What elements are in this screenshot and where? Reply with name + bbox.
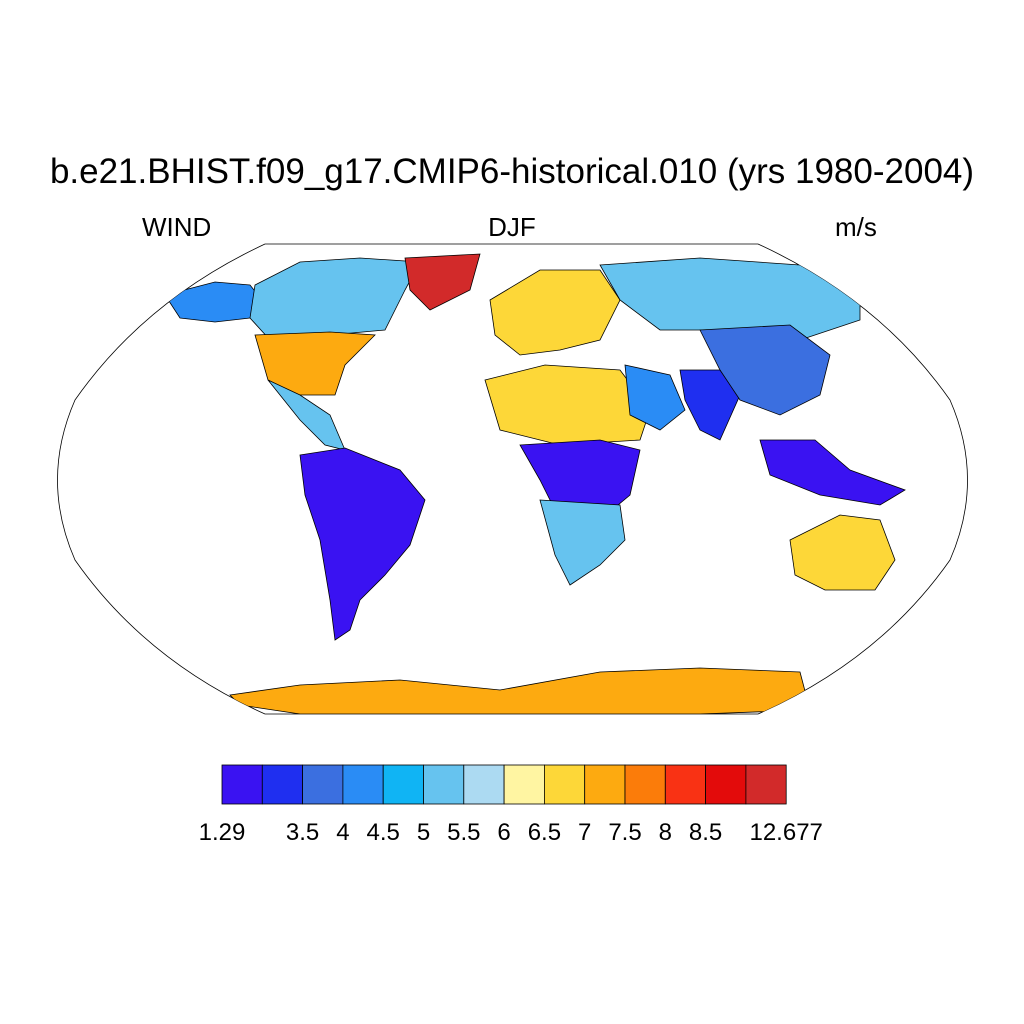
colorbar-tick-label: 12.677	[749, 819, 822, 846]
land-canada	[249, 257, 421, 341]
colorbar-box	[261, 764, 303, 805]
land-china	[699, 324, 831, 416]
colorbar-tick-label: 4	[336, 819, 349, 846]
colorbar-tick-label: 8.5	[689, 819, 722, 846]
colorbar-box	[624, 764, 666, 805]
land-arabia	[624, 364, 686, 431]
land-southern-africa	[539, 499, 626, 586]
colorbar-tick-label: 4.5	[367, 819, 400, 846]
colorbar-box	[705, 764, 747, 805]
colorbar-tick-label: 7	[578, 819, 591, 846]
land-europe	[489, 269, 621, 356]
land-antarctica	[229, 667, 811, 714]
colorbar-box	[544, 764, 586, 805]
colorbar-box	[584, 764, 626, 805]
colorbar-tick-label: 3.5	[286, 819, 319, 846]
chart-title: b.e21.BHIST.f09_g17.CMIP6-historical.010…	[49, 152, 975, 191]
colorbar-box	[302, 764, 344, 805]
units-label: m/s	[835, 212, 877, 242]
variable-label: WIND	[142, 212, 212, 242]
colorbar-box	[503, 764, 545, 805]
colorbar-box	[745, 764, 787, 805]
colorbar-tick-label: 1.29	[199, 819, 246, 846]
land-south-america	[299, 447, 426, 641]
colorbar-box	[221, 764, 263, 805]
colorbar-box	[342, 764, 384, 805]
land-greenland	[404, 253, 481, 311]
colorbar-tick-label: 5	[417, 819, 430, 846]
colorbar-box	[423, 764, 465, 805]
colorbar-tick-label: 8	[659, 819, 672, 846]
land-russia	[599, 257, 861, 341]
land-sahara	[484, 364, 651, 446]
season-label: DJF	[488, 212, 536, 242]
colorbar-tick-label: 5.5	[447, 819, 480, 846]
colorbar-tick-label: 7.5	[608, 819, 641, 846]
colorbar-tick-label: 6	[497, 819, 510, 846]
colorbar-tick-label: 6.5	[528, 819, 561, 846]
colorbar-box	[382, 764, 424, 805]
land-southeast-asia	[759, 439, 906, 506]
land-australia	[789, 514, 896, 591]
colorbar-box	[463, 764, 505, 805]
colorbar-box	[664, 764, 706, 805]
